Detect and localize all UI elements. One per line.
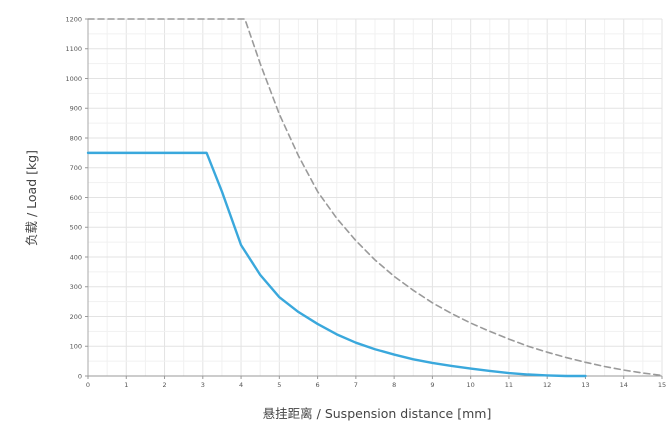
x-tick-label: 3: [201, 381, 205, 389]
x-tick-label: 5: [277, 381, 281, 389]
x-tick-label: 9: [430, 381, 434, 389]
y-tick-label: 700: [70, 164, 82, 172]
dashed-series-line: [87, 18, 663, 377]
y-tick-label: 200: [70, 313, 82, 321]
x-axis-label: 悬挂距离 / Suspension distance [mm]: [263, 406, 492, 421]
tick-labels: 0 1 2 3 4 5 6 7 8 9 10 11 12 13 14 15010020030040050060…: [65, 15, 666, 389]
y-tick-label: 600: [70, 194, 82, 202]
y-tick-label: 100: [70, 343, 82, 351]
x-tick-label: 13: [581, 381, 589, 389]
y-tick-label: 0: [78, 372, 82, 380]
x-tick-label: 0: [86, 381, 90, 389]
x-tick-label: 4: [239, 381, 243, 389]
y-tick-label: 1200: [65, 15, 82, 23]
x-tick-label: 2: [162, 381, 166, 389]
y-axis-label: 负载 / Load [kg]: [24, 150, 39, 246]
y-tick-label: 300: [70, 283, 82, 291]
grid: [87, 18, 663, 377]
y-tick-label: 1000: [65, 75, 82, 83]
axes: [85, 18, 663, 379]
y-tick-label: 400: [70, 253, 82, 261]
y-tick-label: 800: [70, 134, 82, 142]
y-tick-label: 900: [70, 105, 82, 113]
x-tick-label: 7: [354, 381, 358, 389]
x-tick-label: 6: [316, 381, 320, 389]
x-tick-label: 8: [392, 381, 396, 389]
solid-series-line: [86, 151, 587, 378]
x-tick-label: 1: [124, 381, 128, 389]
x-tick-label: 10: [467, 381, 475, 389]
y-tick-label: 1100: [65, 45, 82, 53]
x-tick-label: 15: [658, 381, 666, 389]
x-tick-label: 11: [505, 381, 513, 389]
series-lines: [86, 18, 663, 378]
y-tick-label: 500: [70, 224, 82, 232]
x-tick-label: 12: [543, 381, 551, 389]
x-tick-label: 14: [620, 381, 628, 389]
